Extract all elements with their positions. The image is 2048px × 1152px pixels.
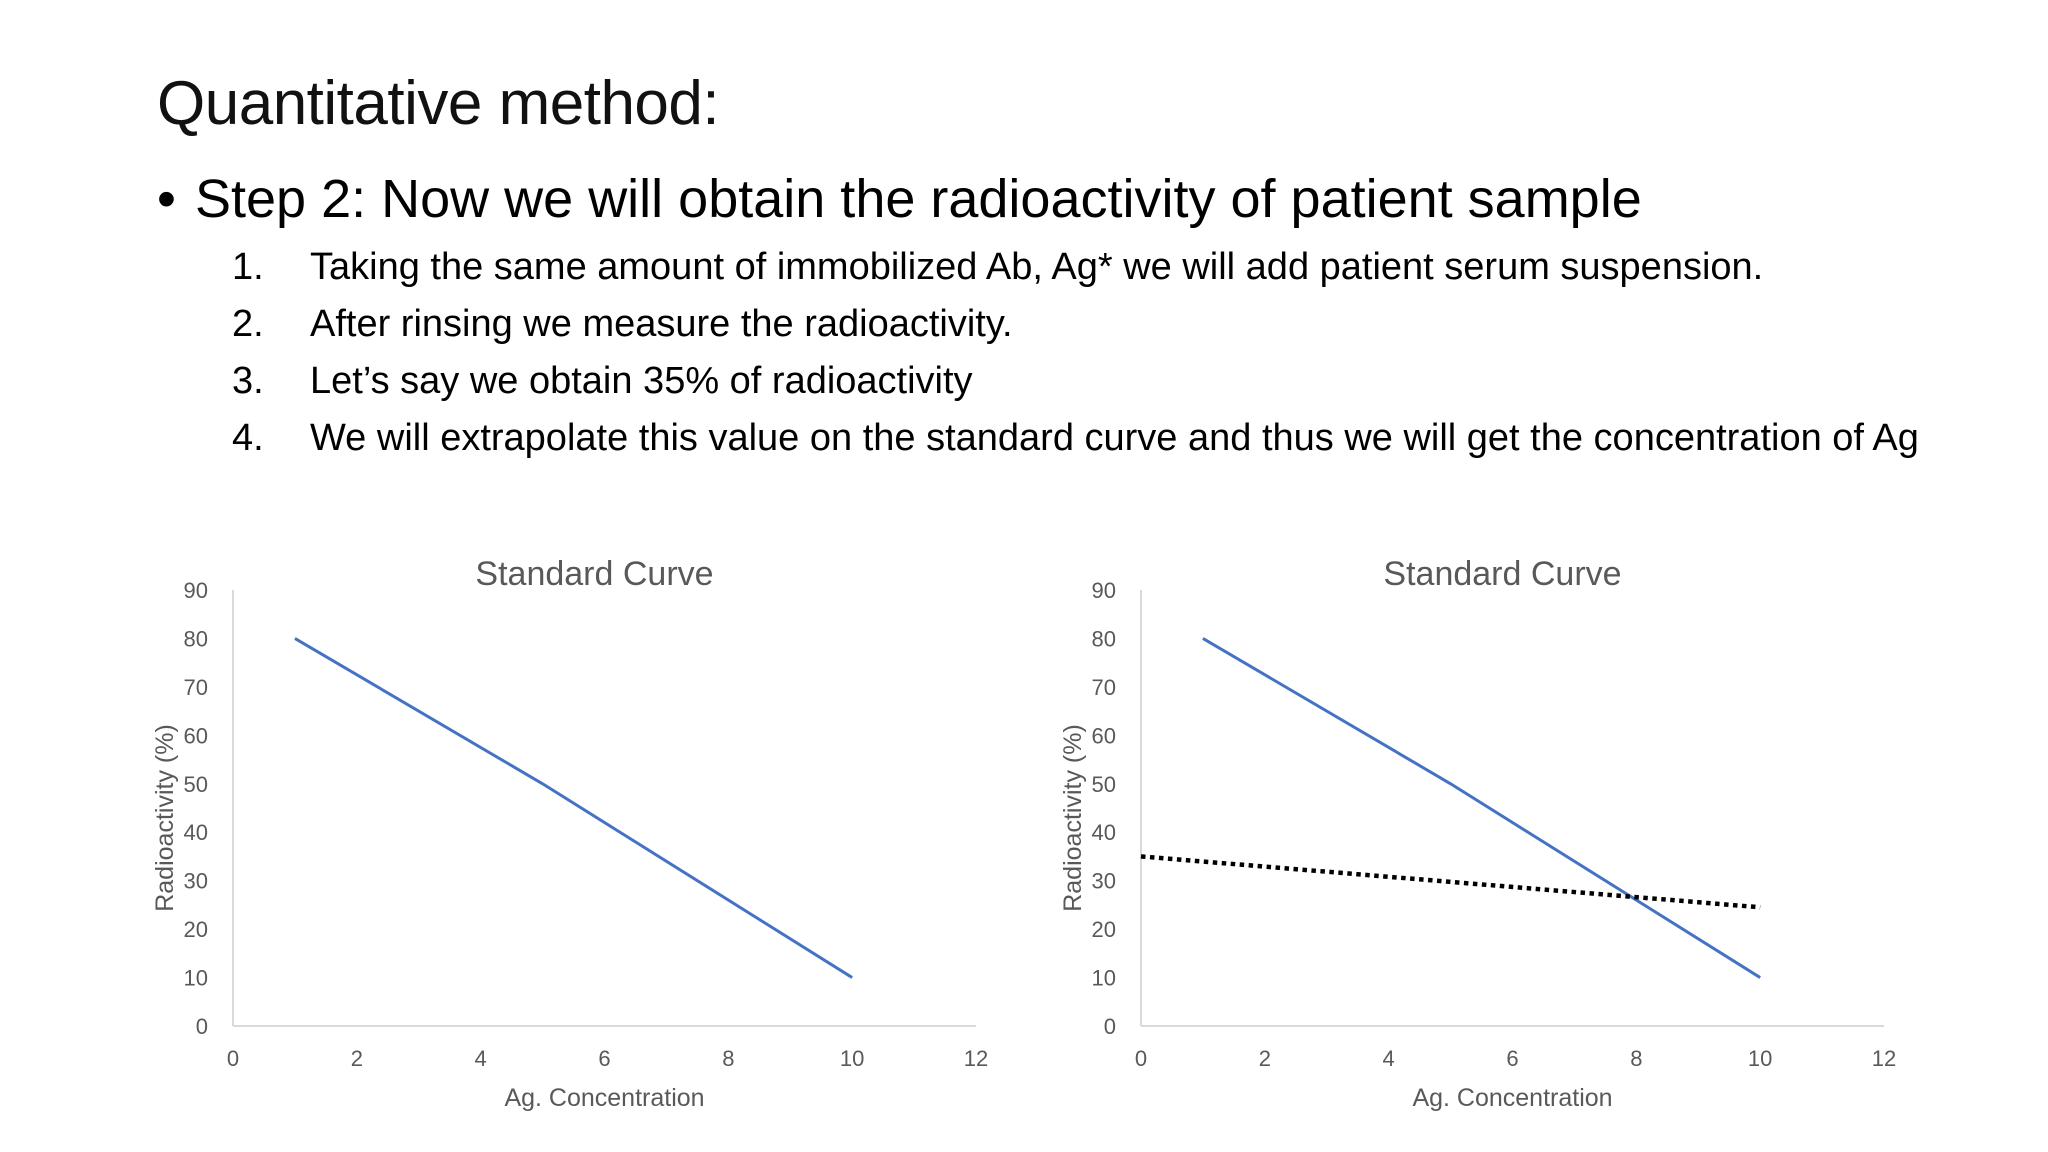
x-tick-label: 2 — [1259, 1046, 1271, 1071]
standard-curve-chart-left: Standard Curve 0 10 20 30 40 50 60 70 80 90 0 2 4 6 8 10… — [140, 555, 1100, 1135]
chart-svg: Standard Curve 0 10 20 30 40 50 60 70 80 90 0 2 4 6 8 10… — [151, 555, 988, 1112]
standard-curve-line — [1202, 637, 1761, 979]
x-tick-label: 8 — [1630, 1046, 1642, 1071]
chart-title: Standard Curve — [1383, 555, 1621, 593]
list-item: 3. Let’s say we obtain 35% of radioactiv… — [232, 358, 1932, 404]
y-tick-label: 10 — [184, 966, 208, 991]
y-tick-label: 50 — [184, 772, 208, 797]
x-tick-label: 8 — [722, 1046, 734, 1071]
chart-svg: Standard Curve 0 10 20 30 40 50 60 70 80 90 0 2 4 6 8 10… — [1059, 555, 1896, 1112]
y-tick-label: 90 — [1092, 578, 1116, 603]
y-tick-label: 70 — [184, 675, 208, 700]
step-text: We will extrapolate this value on the st… — [310, 417, 1919, 459]
main-bullet: • Step 2: Now we will obtain the radioac… — [157, 168, 1642, 230]
x-axis-label: Ag. Concentration — [504, 1084, 704, 1112]
y-tick-label: 20 — [1092, 917, 1116, 942]
y-axis-label: Radioactivity (%) — [1059, 724, 1087, 912]
x-tick-label: 6 — [1506, 1046, 1518, 1071]
list-item: 2. After rinsing we measure the radioact… — [232, 301, 1932, 347]
standard-curve-chart-right: Standard Curve 0 10 20 30 40 50 60 70 80 90 0 2 4 6 8 10… — [1048, 555, 2008, 1135]
y-tick-label: 60 — [184, 723, 208, 748]
chart-title: Standard Curve — [475, 555, 713, 593]
y-tick-label: 40 — [184, 820, 208, 845]
x-tick-label: 0 — [1135, 1046, 1147, 1071]
slide-title: Quantitative method: — [157, 69, 720, 138]
x-tick-label: 2 — [351, 1046, 363, 1071]
y-axis-label: Radioactivity (%) — [151, 724, 179, 912]
y-tick-label: 10 — [1092, 966, 1116, 991]
y-tick-label: 40 — [1092, 820, 1116, 845]
step-list: 1. Taking the same amount of immobilized… — [232, 244, 1932, 472]
x-tick-label: 10 — [1748, 1046, 1772, 1071]
x-tick-label: 6 — [598, 1046, 610, 1071]
x-axis-label: Ag. Concentration — [1412, 1084, 1612, 1112]
x-tick-label: 12 — [1872, 1046, 1896, 1071]
y-tick-label: 20 — [184, 917, 208, 942]
step-number: 2. — [232, 303, 264, 345]
x-tick-label: 4 — [1383, 1046, 1395, 1071]
step-number: 4. — [232, 417, 264, 459]
y-tick-label: 0 — [1104, 1014, 1116, 1039]
step-number: 1. — [232, 246, 264, 288]
y-tick-label: 50 — [1092, 772, 1116, 797]
extrapolation-line — [1140, 854, 1761, 910]
standard-curve-line — [294, 637, 853, 979]
bullet-symbol: • — [157, 169, 176, 229]
list-item: 1. Taking the same amount of immobilized… — [232, 244, 1932, 290]
y-tick-label: 30 — [1092, 869, 1116, 894]
y-tick-label: 70 — [1092, 675, 1116, 700]
step-text: After rinsing we measure the radioactivi… — [310, 303, 1013, 345]
y-tick-label: 90 — [184, 578, 208, 603]
y-tick-label: 80 — [1092, 626, 1116, 651]
step-text: Taking the same amount of immobilized Ab… — [310, 246, 1764, 288]
step-number: 3. — [232, 360, 264, 402]
x-tick-label: 10 — [840, 1046, 864, 1071]
y-tick-label: 0 — [196, 1014, 208, 1039]
step-text: Let’s say we obtain 35% of radioactivity — [310, 360, 973, 402]
bullet-text: Step 2: Now we will obtain the radioacti… — [195, 169, 1642, 229]
y-tick-label: 80 — [184, 626, 208, 651]
y-tick-label: 30 — [184, 869, 208, 894]
x-tick-label: 12 — [964, 1046, 988, 1071]
x-tick-label: 4 — [475, 1046, 487, 1071]
x-tick-label: 0 — [227, 1046, 239, 1071]
list-item: 4. We will extrapolate this value on the… — [232, 415, 1932, 461]
y-tick-label: 60 — [1092, 723, 1116, 748]
